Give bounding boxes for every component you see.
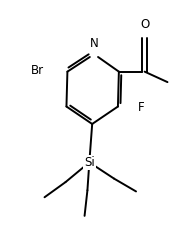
Text: F: F (138, 101, 145, 114)
Text: Si: Si (84, 156, 95, 169)
Text: O: O (140, 18, 149, 31)
Text: N: N (90, 37, 98, 50)
Text: Br: Br (31, 64, 44, 77)
